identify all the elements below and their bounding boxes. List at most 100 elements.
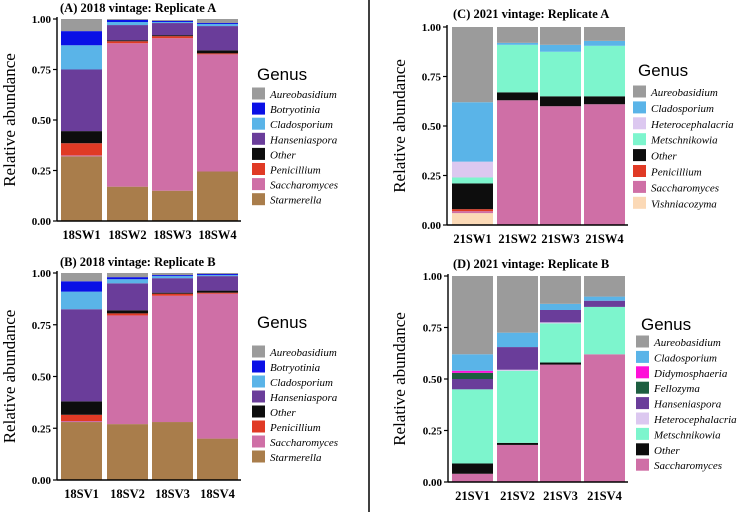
y-axis-label: Relative abundance <box>390 59 409 193</box>
bar-segment-metschnikowia-21sw2 <box>497 44 538 93</box>
legend-label-aureobasidium: Aureobasidium <box>650 87 718 99</box>
bar-segment-starmerella-18sw1 <box>61 156 102 221</box>
bar-segment-cladosporium-18sw4 <box>197 24 238 27</box>
legend-swatch-aureobasidium <box>252 345 265 358</box>
bar-segment-aureobasidium-18sw3 <box>152 20 193 22</box>
legend-swatch-penicillium <box>252 420 265 433</box>
legend-swatch-aureobasidium <box>633 85 646 98</box>
bar-segment-botryotinia-18sw2 <box>107 20 148 23</box>
bar-segment-other-21sv1 <box>452 463 493 474</box>
legend-swatch-metschnikowia <box>636 427 649 440</box>
bar-segment-aureobasidium-18sv3 <box>152 273 193 276</box>
legend-swatch-hanseniaspora <box>636 397 649 410</box>
category-label-21sw2: 21SW2 <box>498 232 536 246</box>
legend-label-saccharomyces: Saccharomyces <box>651 182 719 194</box>
bar-segment-cladosporium-18sv1 <box>61 291 102 310</box>
bar-segment-penicillium-18sw1 <box>61 143 102 156</box>
legend-label-metschnikowia: Metschnikowia <box>650 135 718 147</box>
category-label-18sw4: 18SW4 <box>198 228 237 242</box>
y-tick-label: 1.00 <box>32 268 52 280</box>
bar-segment-saccharomyces-21sw3 <box>540 106 581 225</box>
bar-segment-penicillium-18sv4 <box>197 292 238 294</box>
bar-segment-cladosporium-18sw1 <box>61 45 102 70</box>
y-tick-label: 0.75 <box>32 320 52 332</box>
legend-swatch-other <box>252 147 265 160</box>
legend-label-other: Other <box>654 445 680 457</box>
y-tick-label: 0.75 <box>423 323 443 335</box>
legend-swatch-fellozyma <box>636 381 649 394</box>
bar-segment-other-21sw4 <box>584 96 625 105</box>
bar-segment-hanseniaspora-18sw2 <box>107 25 148 41</box>
legend-label-starmerella: Starmerella <box>270 195 322 207</box>
legend-swatch-starmerella <box>252 450 265 463</box>
bar-segment-starmerella-18sw2 <box>107 186 148 221</box>
y-tick-label: 0.75 <box>422 72 442 84</box>
bar-segment-aureobasidium-21sv4 <box>584 276 625 297</box>
panel-a: 18SW1 18SW2 18SW3 18SW4 0.00 0.25 0.50 0.75 1.00… <box>0 1 338 242</box>
bar-segment-metschnikowia-21sw3 <box>540 51 581 97</box>
bar-segment-cladosporium-18sw2 <box>107 22 148 26</box>
category-label-18sw2: 18SW2 <box>108 228 146 242</box>
legend-label-didymosphaeria: Didymosphaeria <box>653 368 728 380</box>
y-tick-label: 0.00 <box>32 475 52 487</box>
legend-swatch-vishniacozyma <box>633 196 646 209</box>
bar-segment-penicillium-18sw4 <box>197 53 238 55</box>
legend-swatch-cladosporium <box>636 350 649 363</box>
bar-segment-cladosporium-21sv3 <box>540 303 581 310</box>
bar-segment-heterocephalacria-21sv2 <box>497 369 538 371</box>
bar-segment-aureobasidium-18sv1 <box>61 273 102 282</box>
y-tick-label: 1.00 <box>423 271 443 283</box>
bar-segment-botryotinia-18sw1 <box>61 31 102 46</box>
bar-segment-botryotinia-18sv4 <box>197 274 238 276</box>
bar-segment-hanseniaspora-21sv4 <box>584 300 625 307</box>
y-axis-label: Relative abundance <box>390 312 409 446</box>
bar-segment-saccharomyces-18sw4 <box>197 54 238 172</box>
bar-segment-other-18sw4 <box>197 50 238 54</box>
y-tick-label: 0.25 <box>32 166 52 178</box>
bar-segment-starmerella-18sv4 <box>197 438 238 480</box>
legend-swatch-heterocephalacria <box>636 412 649 425</box>
legend-swatch-saccharomyces <box>633 180 646 193</box>
bar-segment-starmerella-18sv3 <box>152 422 193 480</box>
category-label-18sw3: 18SW3 <box>153 228 191 242</box>
bar-segment-saccharomyces-18sw2 <box>107 43 148 187</box>
legend-label-cladosporium: Cladosporium <box>270 377 333 389</box>
bar-segment-other-18sw1 <box>61 131 102 144</box>
bar-segment-other-18sv4 <box>197 290 238 293</box>
y-tick-label: 0.50 <box>422 121 442 133</box>
bar-segment-penicillium-18sw3 <box>152 36 193 39</box>
bar-segment-cladosporium-18sv2 <box>107 279 148 284</box>
bar-segment-hanseniaspora-21sv2 <box>497 347 538 370</box>
bar-segment-metschnikowia-21sv3 <box>540 323 581 363</box>
bar-segment-aureobasidium-18sw2 <box>107 19 148 21</box>
bar-segment-other-21sv3 <box>540 362 581 365</box>
category-label-18sv2: 18SV2 <box>110 487 145 501</box>
bar-segment-saccharomyces-18sw3 <box>152 38 193 191</box>
category-label-18sv3: 18SV3 <box>155 487 190 501</box>
bar-segment-hanseniaspora-18sw3 <box>152 23 193 36</box>
bar-segment-penicillium-18sv3 <box>152 293 193 296</box>
bar-segment-aureobasidium-21sw2 <box>497 27 538 43</box>
bar-segment-aureobasidium-18sv2 <box>107 273 148 278</box>
bar-segment-cladosporium-21sw1 <box>452 102 493 162</box>
legend-swatch-botryotinia <box>252 360 265 373</box>
legend-label-aureobasidium: Aureobasidium <box>653 337 721 349</box>
legend-swatch-aureobasidium <box>252 87 265 100</box>
bar-segment-cladosporium-21sv4 <box>584 296 625 301</box>
legend-label-botryotinia: Botryotinia <box>270 362 321 374</box>
legend-label-botryotinia: Botryotinia <box>270 104 321 116</box>
bar-segment-cladosporium-21sw3 <box>540 44 581 52</box>
y-tick-label: 1.00 <box>32 14 52 26</box>
bar-segment-botryotinia-18sv2 <box>107 277 148 280</box>
legend-label-heterocephalacria: Heterocephalacria <box>653 414 737 426</box>
legend-swatch-hanseniaspora <box>252 132 265 145</box>
legend-label-aureobasidium: Aureobasidium <box>269 347 337 359</box>
y-axis-label: Relative abundance <box>0 53 19 187</box>
bar-segment-penicillium-18sv1 <box>61 414 102 421</box>
bar-segment-botryotinia-18sw3 <box>152 21 193 23</box>
legend-swatch-hanseniaspora <box>252 390 265 403</box>
bar-segment-other-18sv1 <box>61 401 102 415</box>
bar-segment-aureobasidium-21sw4 <box>584 27 625 41</box>
legend-label-cladosporium: Cladosporium <box>651 103 714 115</box>
category-label-21sv1: 21SV1 <box>455 489 490 503</box>
